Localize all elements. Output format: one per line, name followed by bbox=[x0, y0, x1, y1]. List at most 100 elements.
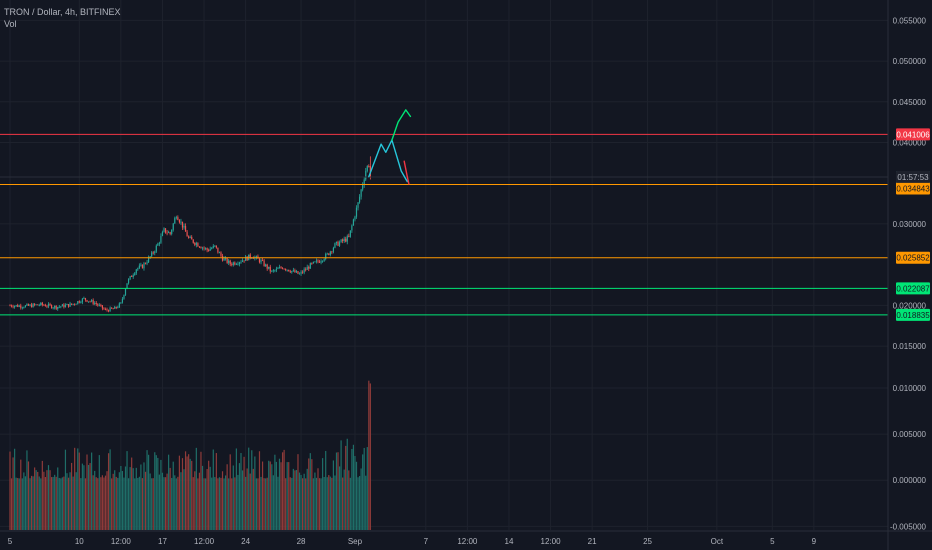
volume-bar bbox=[100, 477, 102, 530]
price-badges: 0.0410060.0357660.0348430.0258520.022087… bbox=[896, 128, 930, 321]
candle-body bbox=[315, 260, 318, 262]
volume-bar bbox=[255, 478, 257, 530]
volume-bar bbox=[175, 478, 177, 530]
candle-body bbox=[143, 263, 145, 269]
volume-bar bbox=[285, 478, 287, 530]
candle-body bbox=[61, 304, 63, 307]
candle-body bbox=[46, 306, 48, 308]
volume-bar bbox=[338, 466, 341, 530]
symbol-title[interactable]: TRON / Dollar, 4h, BITFINEX bbox=[4, 7, 121, 17]
candle-body bbox=[95, 302, 97, 305]
candle-body bbox=[168, 232, 170, 234]
volume-bar bbox=[151, 478, 153, 530]
candle-body bbox=[121, 298, 124, 303]
time-tick-label: 9 bbox=[812, 537, 817, 546]
candle-body bbox=[184, 225, 187, 232]
volume-bar bbox=[114, 470, 116, 530]
candle-body bbox=[346, 236, 348, 242]
level-price-badge-bg bbox=[896, 182, 930, 195]
candle-body bbox=[100, 304, 102, 306]
volume-bar bbox=[20, 459, 22, 530]
volume-bar bbox=[181, 458, 184, 530]
volume-bar bbox=[204, 478, 207, 530]
volume-bar bbox=[220, 477, 222, 530]
volume-bar bbox=[345, 445, 347, 530]
candle-body bbox=[49, 303, 51, 306]
volume-indicator-label[interactable]: Vol bbox=[4, 19, 17, 29]
volume-bar bbox=[303, 473, 305, 530]
candle-body bbox=[129, 276, 131, 280]
candle-body bbox=[163, 228, 165, 232]
volume-bar bbox=[77, 448, 79, 530]
volume-bar bbox=[311, 459, 313, 530]
bull-path bbox=[368, 139, 408, 183]
trend-drawings[interactable] bbox=[368, 109, 412, 185]
candle-body bbox=[332, 247, 334, 252]
candle-body bbox=[305, 269, 307, 271]
candle-body bbox=[328, 253, 330, 255]
volume-bar bbox=[29, 478, 31, 530]
volume-bar bbox=[354, 455, 356, 530]
volume-bar bbox=[24, 476, 26, 530]
candle-body bbox=[58, 306, 60, 308]
candle-body bbox=[297, 271, 299, 274]
level-price-badge: 0.034843 bbox=[896, 184, 930, 193]
volume-bar bbox=[35, 470, 37, 530]
candle-body bbox=[92, 300, 94, 304]
candle-body bbox=[221, 255, 224, 261]
candle-body bbox=[118, 303, 120, 308]
volume-bar bbox=[203, 478, 205, 530]
volume-bar bbox=[197, 478, 199, 530]
volume-bar bbox=[298, 472, 301, 530]
volume-bar bbox=[120, 465, 122, 530]
volume-bar bbox=[124, 466, 127, 530]
candle-body bbox=[117, 307, 119, 309]
candle-body bbox=[146, 262, 148, 264]
volume-bar bbox=[41, 460, 43, 530]
candle-body bbox=[198, 246, 201, 248]
volume-bar bbox=[268, 460, 270, 530]
candle-body bbox=[241, 260, 244, 262]
candle-body bbox=[138, 265, 140, 269]
candle-body bbox=[201, 247, 204, 249]
volume-bar bbox=[218, 477, 221, 530]
candle-body bbox=[286, 269, 288, 271]
candle-body bbox=[295, 271, 298, 273]
candle-body bbox=[21, 307, 23, 309]
candle-body bbox=[323, 259, 325, 261]
horizontal-levels[interactable] bbox=[0, 133, 888, 316]
candle-body bbox=[255, 256, 257, 258]
candle-body bbox=[306, 267, 308, 270]
candle-body bbox=[123, 294, 125, 299]
volume-bar bbox=[112, 473, 114, 530]
volume-bar bbox=[318, 478, 321, 530]
volume-bar bbox=[368, 380, 370, 530]
time-tick-label: 12:00 bbox=[111, 537, 132, 546]
candle-body bbox=[67, 303, 70, 307]
candle-body bbox=[24, 305, 26, 308]
candle-body bbox=[320, 261, 322, 263]
volume-bar bbox=[46, 470, 48, 530]
price-tick-label: 0.040000 bbox=[893, 139, 927, 148]
candle-body bbox=[238, 262, 241, 264]
candle-body bbox=[38, 305, 40, 306]
volume-bar bbox=[355, 461, 358, 530]
volume-bar bbox=[161, 472, 164, 530]
candle-body bbox=[322, 260, 324, 262]
volume-bar bbox=[257, 478, 259, 530]
volume-bar bbox=[61, 477, 63, 530]
volume-bar bbox=[132, 468, 134, 530]
volume-bar bbox=[137, 477, 139, 530]
volume-bar bbox=[217, 478, 219, 530]
volume-bar bbox=[351, 448, 353, 530]
volume-bar bbox=[101, 475, 103, 530]
volume-bar bbox=[123, 477, 125, 530]
volume-bar bbox=[17, 478, 19, 530]
volume-bar bbox=[103, 477, 105, 530]
volume-bar bbox=[94, 470, 96, 530]
volume-bar bbox=[60, 478, 62, 530]
candle-body bbox=[358, 196, 361, 203]
volume-bar bbox=[27, 461, 30, 530]
